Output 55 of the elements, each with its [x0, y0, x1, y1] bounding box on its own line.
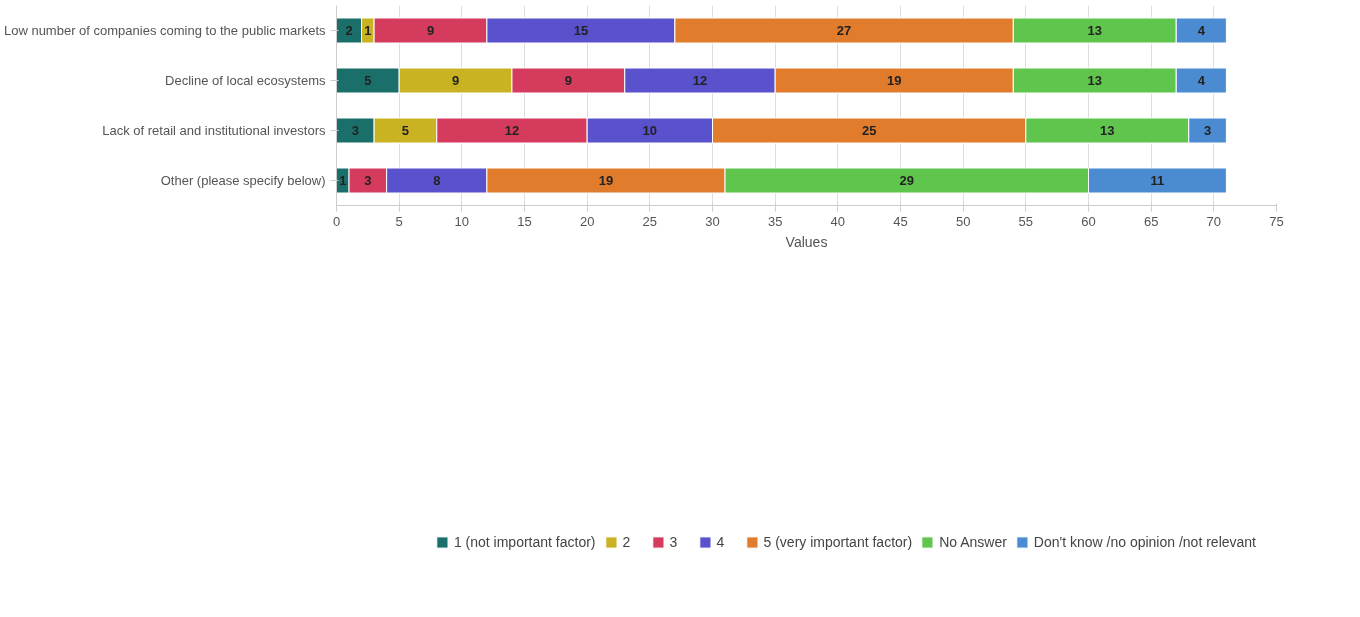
- x-tick-label: 15: [517, 213, 532, 229]
- x-tick-label: 65: [1143, 213, 1159, 229]
- data-label: 15: [573, 23, 589, 38]
- x-tick-label: 70: [1206, 213, 1222, 229]
- x-tick-label: 20: [579, 213, 595, 229]
- data-label: 13: [1100, 123, 1115, 138]
- data-label: 3: [1203, 123, 1212, 138]
- x-tick-label: 60: [1081, 213, 1096, 229]
- x-tick-label: 30: [705, 213, 720, 229]
- y-tick-label: Low number of companies coming to the public markets: [3, 23, 326, 38]
- legend-label: 1 (not important factor): [453, 534, 596, 550]
- data-label: 19: [598, 173, 614, 188]
- legend-label: 3: [669, 534, 679, 550]
- data-label: 4: [1197, 23, 1206, 38]
- data-label: 3: [364, 173, 372, 188]
- x-tick-label: 25: [642, 213, 658, 229]
- x-tick-label: 40: [830, 213, 846, 229]
- data-label: 12: [692, 73, 708, 88]
- data-label: 3: [351, 123, 359, 138]
- y-tick-label: Lack of retail and institutional investors: [102, 123, 326, 138]
- data-label: 2: [345, 23, 353, 38]
- data-label: 5: [364, 73, 372, 88]
- data-label: 11: [1150, 173, 1165, 188]
- data-label: 8: [433, 173, 441, 188]
- data-label: 1: [339, 173, 347, 188]
- x-tick-label: 50: [955, 213, 971, 229]
- legend-label: No Answer: [939, 534, 1007, 550]
- x-tick-label: 45: [893, 213, 908, 229]
- legend-label: 5 (very important factor): [763, 534, 913, 550]
- legend-label: 2: [622, 534, 632, 550]
- x-tick-label: 75: [1269, 213, 1284, 229]
- data-label: 5: [401, 123, 410, 138]
- data-label: 19: [887, 73, 902, 88]
- data-label: 9: [451, 73, 460, 88]
- data-label: 9: [426, 23, 435, 38]
- data-label: 9: [564, 73, 572, 88]
- x-tick-label: 10: [454, 213, 470, 229]
- y-tick-label: Decline of local ecosystems: [165, 73, 326, 88]
- data-label: 25: [861, 123, 877, 138]
- data-label: 13: [1087, 73, 1103, 88]
- data-label: 27: [836, 23, 852, 38]
- x-tick-label: 55: [1018, 213, 1034, 229]
- x-tick-label: 0: [332, 213, 341, 229]
- x-axis-title: Values: [785, 233, 828, 250]
- x-tick-label: 35: [767, 213, 783, 229]
- data-label: 13: [1087, 23, 1103, 38]
- data-label: 4: [1197, 73, 1206, 88]
- data-label: 1: [364, 23, 372, 38]
- data-label: 10: [642, 123, 658, 138]
- y-tick-label: Other (please specify below): [160, 173, 326, 188]
- x-tick-label: 5: [395, 213, 403, 229]
- data-label: 29: [899, 173, 915, 188]
- legend-label: 4: [716, 534, 726, 550]
- data-label: 12: [504, 123, 520, 138]
- legend-label: Don't know /no opinion /not relevant: [1033, 534, 1256, 550]
